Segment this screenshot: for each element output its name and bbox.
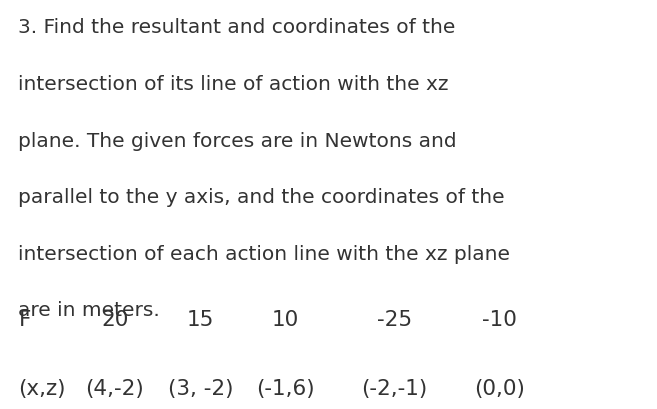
Text: (0,0): (0,0) <box>474 378 525 398</box>
Text: (-1,6): (-1,6) <box>256 378 315 398</box>
Text: plane. The given forces are in Newtons and: plane. The given forces are in Newtons a… <box>18 131 457 150</box>
Text: 3. Find the resultant and coordinates of the: 3. Find the resultant and coordinates of… <box>18 18 456 37</box>
Text: intersection of its line of action with the xz: intersection of its line of action with … <box>18 75 449 94</box>
Text: (3, -2): (3, -2) <box>168 378 233 398</box>
Text: (4,-2): (4,-2) <box>85 378 145 398</box>
Text: are in meters.: are in meters. <box>18 301 160 319</box>
Text: F: F <box>18 309 31 329</box>
Text: parallel to the y axis, and the coordinates of the: parallel to the y axis, and the coordina… <box>18 188 505 207</box>
Text: (x,z): (x,z) <box>18 378 66 398</box>
Text: (-2,-1): (-2,-1) <box>361 378 427 398</box>
Text: -25: -25 <box>376 309 412 329</box>
Text: -10: -10 <box>482 309 517 329</box>
Text: 20: 20 <box>101 309 129 329</box>
Text: 15: 15 <box>187 309 214 329</box>
Text: 10: 10 <box>272 309 300 329</box>
Text: intersection of each action line with the xz plane: intersection of each action line with th… <box>18 244 510 263</box>
